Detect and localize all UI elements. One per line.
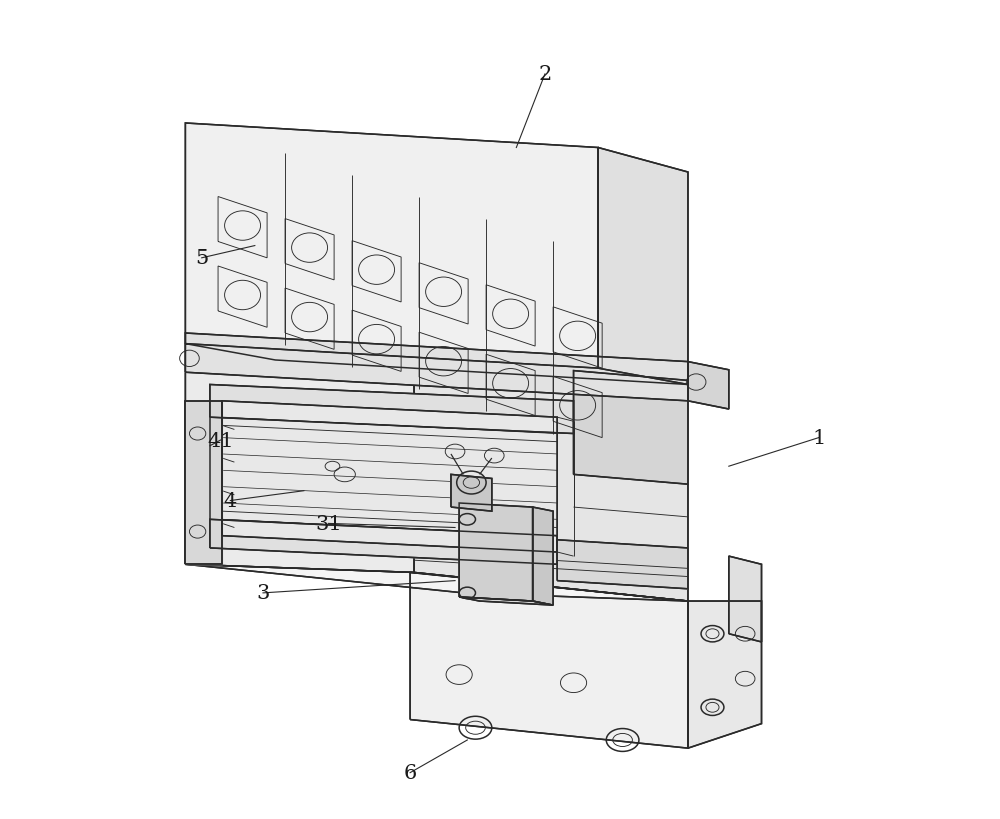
Text: 41: 41: [207, 431, 234, 450]
Polygon shape: [185, 344, 688, 385]
Polygon shape: [459, 597, 553, 605]
Polygon shape: [185, 124, 598, 369]
Polygon shape: [729, 556, 762, 642]
Text: 3: 3: [256, 584, 270, 603]
Text: 1: 1: [812, 428, 825, 447]
Polygon shape: [688, 362, 729, 410]
Text: 4: 4: [224, 491, 237, 510]
Text: 2: 2: [538, 66, 552, 84]
Polygon shape: [598, 148, 688, 385]
Polygon shape: [222, 401, 557, 552]
Polygon shape: [459, 504, 533, 601]
Polygon shape: [185, 333, 688, 401]
Polygon shape: [557, 540, 688, 589]
Polygon shape: [414, 352, 688, 601]
Text: 31: 31: [315, 514, 342, 533]
Polygon shape: [210, 385, 574, 434]
Polygon shape: [185, 401, 222, 564]
Text: 6: 6: [403, 763, 417, 782]
Polygon shape: [533, 508, 553, 605]
Polygon shape: [574, 371, 688, 485]
Polygon shape: [185, 344, 414, 572]
Polygon shape: [451, 475, 492, 512]
Polygon shape: [410, 572, 688, 749]
Text: 5: 5: [195, 249, 208, 268]
Polygon shape: [210, 520, 557, 564]
Polygon shape: [688, 601, 762, 749]
Polygon shape: [185, 564, 688, 601]
